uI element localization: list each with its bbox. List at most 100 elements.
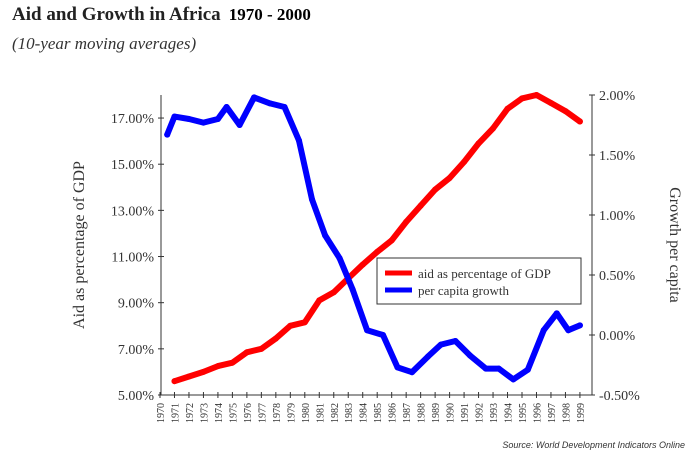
data-point bbox=[287, 322, 294, 329]
data-point bbox=[510, 376, 517, 383]
data-point bbox=[374, 248, 381, 255]
x-tick-label: 1973 bbox=[199, 403, 210, 423]
x-tick-label: 1984 bbox=[359, 403, 370, 423]
title-text: Aid and Growth in Africa bbox=[12, 4, 221, 25]
data-point bbox=[576, 322, 583, 329]
data-point bbox=[562, 108, 569, 115]
x-tick-label: 1988 bbox=[417, 403, 428, 423]
data-point bbox=[553, 310, 560, 317]
x-tick-label: 1995 bbox=[518, 403, 529, 423]
data-point bbox=[214, 363, 221, 370]
data-point bbox=[185, 116, 192, 122]
legend-label: per capita growth bbox=[418, 283, 509, 298]
series-line-growth bbox=[164, 94, 583, 383]
x-tick-label: 1991 bbox=[460, 403, 471, 423]
x-tick-label: 1981 bbox=[315, 403, 326, 423]
x-tick-label: 1983 bbox=[344, 403, 355, 423]
x-tick-label: 1975 bbox=[228, 403, 239, 423]
data-point bbox=[243, 349, 250, 356]
data-point bbox=[408, 369, 415, 376]
left-tick-label: 17.00% bbox=[111, 112, 155, 127]
x-tick-label: 1976 bbox=[243, 403, 254, 423]
x-tick-label: 1996 bbox=[532, 403, 543, 423]
left-tick-label: 5.00% bbox=[118, 389, 155, 404]
x-tick-label: 1980 bbox=[301, 403, 312, 423]
data-point bbox=[475, 140, 482, 147]
data-point bbox=[379, 332, 386, 338]
x-tick-label: 1971 bbox=[170, 403, 181, 423]
data-point bbox=[394, 364, 401, 371]
data-point bbox=[482, 365, 489, 372]
x-tick-label: 1978 bbox=[272, 403, 283, 423]
data-point bbox=[330, 289, 337, 296]
x-tick-label: 1992 bbox=[475, 403, 486, 423]
data-point bbox=[417, 202, 424, 209]
x-tick-label: 1998 bbox=[561, 403, 572, 423]
data-point bbox=[524, 366, 531, 373]
data-point bbox=[424, 353, 431, 360]
x-tick-label: 1977 bbox=[257, 403, 268, 423]
data-point bbox=[296, 137, 303, 144]
x-tick-label: 1994 bbox=[504, 403, 515, 423]
data-point bbox=[446, 175, 453, 182]
data-point bbox=[267, 100, 274, 107]
x-tick-label: 1987 bbox=[402, 403, 413, 423]
left-tick-label: 13.00% bbox=[111, 204, 155, 219]
x-tick-label: 1972 bbox=[185, 403, 196, 423]
x-tick-label: 1974 bbox=[214, 403, 225, 423]
data-point bbox=[171, 113, 178, 120]
x-tick-label: 1979 bbox=[286, 403, 297, 423]
right-axis-label: Growth per capita bbox=[666, 187, 683, 303]
data-point bbox=[272, 335, 279, 342]
data-point bbox=[565, 327, 572, 334]
data-point bbox=[533, 91, 540, 98]
data-point bbox=[223, 104, 230, 110]
data-point bbox=[495, 365, 502, 372]
left-tick-label: 7.00% bbox=[118, 343, 155, 358]
data-point bbox=[359, 261, 366, 268]
data-point bbox=[281, 104, 288, 110]
data-point bbox=[403, 218, 410, 225]
chart-title: Aid and Growth in Africa 1970 - 2000 bbox=[12, 4, 311, 26]
data-point bbox=[258, 345, 265, 352]
data-point bbox=[336, 255, 343, 262]
x-tick-label: 1982 bbox=[330, 403, 341, 423]
right-tick-label: 0.00% bbox=[599, 329, 636, 344]
left-tick-label: 15.00% bbox=[111, 158, 155, 173]
title-years: 1970 - 2000 bbox=[228, 5, 311, 24]
series-line-aid bbox=[171, 92, 583, 385]
x-tick-label: 1985 bbox=[373, 403, 384, 423]
x-tick-label: 1989 bbox=[431, 403, 442, 423]
data-point bbox=[452, 338, 459, 344]
data-point bbox=[301, 319, 308, 326]
source-note: Source: World Development Indicators Onl… bbox=[502, 440, 685, 450]
right-tick-label: 1.00% bbox=[599, 209, 636, 224]
data-point bbox=[214, 116, 221, 122]
x-tick-label: 1999 bbox=[576, 403, 587, 423]
right-tick-label: 1.50% bbox=[599, 149, 636, 164]
data-point bbox=[164, 131, 171, 138]
x-tick-label: 1993 bbox=[489, 403, 500, 423]
x-tick-label: 1986 bbox=[388, 403, 399, 423]
chart-subtitle: (10-year moving averages) bbox=[12, 34, 197, 53]
data-point bbox=[200, 119, 207, 126]
x-tick-label: 1997 bbox=[547, 403, 558, 423]
left-tick-label: 9.00% bbox=[118, 297, 155, 312]
data-point bbox=[236, 122, 243, 128]
data-point bbox=[309, 196, 316, 203]
data-point bbox=[437, 341, 444, 348]
x-tick-label: 1990 bbox=[446, 403, 457, 423]
data-point bbox=[171, 378, 178, 385]
legend-label: aid as percentage of GDP bbox=[418, 266, 551, 281]
data-point bbox=[229, 359, 236, 366]
right-tick-label: 2.00% bbox=[599, 89, 636, 104]
data-point bbox=[576, 118, 583, 125]
left-tick-label: 11.00% bbox=[111, 251, 154, 266]
data-point bbox=[185, 373, 192, 380]
right-tick-label: -0.50% bbox=[599, 389, 640, 404]
data-point bbox=[504, 105, 511, 112]
data-point bbox=[519, 95, 525, 102]
data-point bbox=[490, 125, 497, 132]
